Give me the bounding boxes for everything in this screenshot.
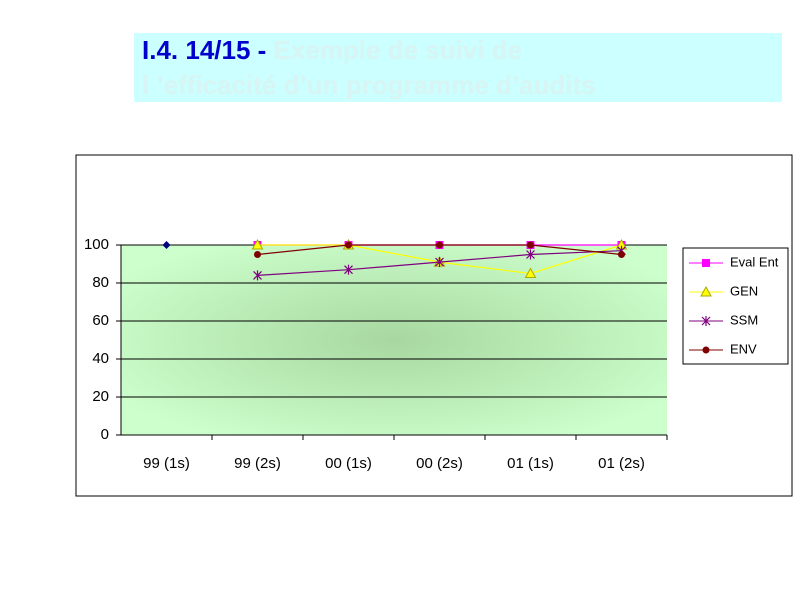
marker <box>251 238 264 250</box>
marker-part <box>345 241 352 249</box>
marker <box>526 249 535 260</box>
plot-area <box>121 245 667 435</box>
x-tick-label: 99 (2s) <box>234 455 281 472</box>
y-tick-label: 0 <box>101 426 109 443</box>
marker <box>254 251 261 258</box>
marker <box>345 241 352 249</box>
marker-part <box>162 241 171 249</box>
marker <box>700 285 712 297</box>
marker-part <box>254 251 261 258</box>
marker <box>253 270 262 281</box>
legend-label: ENV <box>730 341 757 356</box>
marker <box>618 251 625 258</box>
legend-label: GEN <box>730 283 758 298</box>
marker <box>344 264 353 275</box>
marker-part <box>700 285 712 297</box>
y-tick-label: 60 <box>92 312 109 329</box>
marker-part <box>436 241 443 249</box>
title-line: Exemple de suivi de <box>273 35 523 65</box>
marker-part <box>527 241 534 249</box>
y-tick-label: 20 <box>92 388 109 405</box>
x-tick-label: 01 (1s) <box>507 455 554 472</box>
y-tick-label: 80 <box>92 274 109 291</box>
marker-part <box>618 251 625 258</box>
marker <box>524 267 537 278</box>
title-line: l ’efficacité d’un programme d’audits <box>142 70 596 100</box>
marker-part <box>702 346 710 354</box>
marker-part <box>251 238 264 250</box>
legend-label: SSM <box>730 312 758 327</box>
title-box: I.4. 14/15 - Exemple de suivi de l ’effic… <box>134 33 782 102</box>
x-tick-label: 01 (2s) <box>598 455 645 472</box>
legend-label: Eval Ent <box>730 254 779 269</box>
marker <box>436 241 443 249</box>
title-number: I.4. 14/15 - <box>142 35 267 65</box>
legend <box>682 247 789 365</box>
marker <box>702 346 710 354</box>
marker <box>702 259 710 267</box>
marker <box>162 241 171 249</box>
marker <box>527 241 534 249</box>
x-tick-label: 00 (2s) <box>416 455 463 472</box>
y-tick-label: 100 <box>84 236 109 253</box>
marker <box>435 257 444 268</box>
y-tick-label: 40 <box>92 350 109 367</box>
x-tick-label: 99 (1s) <box>143 455 190 472</box>
marker-part <box>524 267 537 278</box>
x-tick-label: 00 (1s) <box>325 455 372 472</box>
marker-part <box>702 259 710 267</box>
marker <box>701 316 711 326</box>
